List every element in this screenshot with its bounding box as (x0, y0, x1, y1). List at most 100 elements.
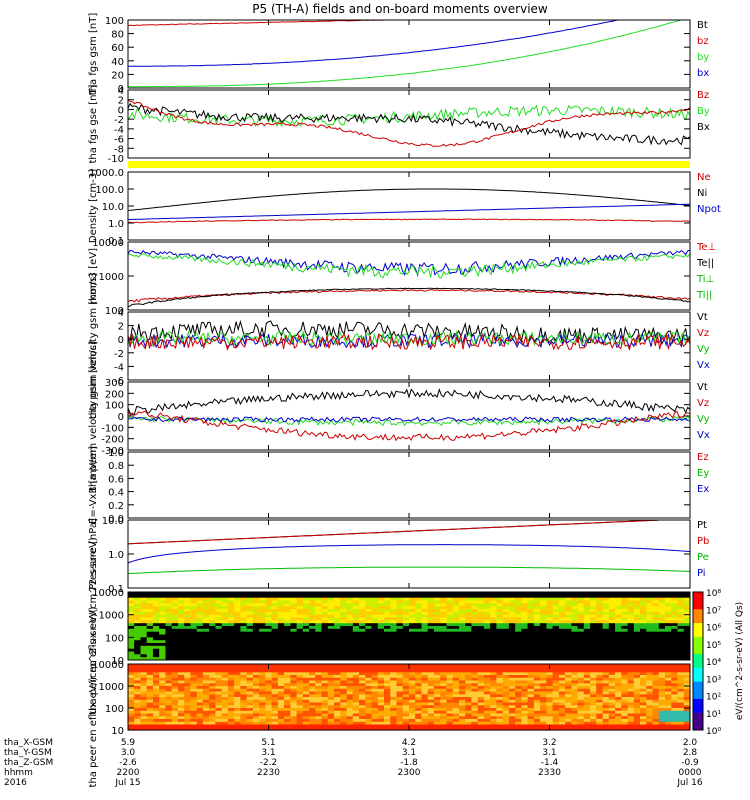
spectrogram-cell (159, 724, 166, 728)
spectrogram-cell (508, 592, 516, 596)
spectrogram-cell (565, 631, 572, 635)
spectrogram-cell (515, 617, 522, 621)
spectrogram-cell (452, 634, 460, 638)
spectrogram-cell (153, 597, 160, 601)
spectrogram-cell (658, 721, 666, 726)
spectrogram-cell (440, 691, 447, 695)
spectrogram-cell (490, 645, 497, 650)
spectrogram-cell (602, 691, 610, 695)
spectrogram-cell (321, 654, 329, 658)
y-tick-label: -100 (101, 423, 124, 434)
spectrogram-cell (652, 699, 660, 704)
spectrogram-cell (352, 721, 360, 726)
spectrogram-cell (615, 683, 622, 687)
spectrogram-cell (334, 683, 341, 687)
spectrogram-cell (671, 648, 678, 652)
spectrogram-cell (415, 669, 422, 673)
spectrogram-cell (128, 620, 135, 624)
spectrogram-cell (508, 600, 516, 604)
spectrogram-cell (583, 699, 591, 704)
spectrogram-cell (352, 688, 360, 693)
spectrogram-cell (334, 691, 341, 695)
spectrogram-cell (677, 688, 685, 693)
spectrogram-cell (421, 654, 429, 658)
spectrogram-cell (190, 609, 198, 613)
spectrogram-cell (146, 620, 154, 624)
spectrogram-cell (558, 691, 566, 695)
spectrogram-cell (421, 688, 429, 693)
spectrogram-cell (477, 697, 485, 701)
spectrogram-cell (184, 597, 191, 601)
spectrogram-cell (302, 688, 310, 693)
spectrogram-cell (434, 594, 441, 599)
spectrogram-cell (265, 606, 273, 610)
spectrogram-cell (502, 626, 510, 630)
spectrogram-cell (153, 710, 160, 715)
spectrogram-cell (646, 716, 653, 720)
spectrogram-cell (646, 683, 653, 687)
spectrogram-cell (608, 705, 616, 709)
spectrogram-cell (334, 592, 341, 596)
spectrogram-cell (665, 702, 672, 706)
spectrogram-cell (377, 680, 385, 684)
spectrogram-cell (334, 702, 341, 706)
spectrogram-cell (533, 654, 541, 658)
spectrogram-cell (259, 713, 266, 717)
spectrogram-cell (171, 648, 179, 652)
spectrogram-cell (146, 713, 154, 717)
spectrogram-cell (234, 634, 241, 638)
colorbar-cell (693, 667, 703, 672)
spectrogram-cell (421, 620, 429, 624)
spectrogram-cell (602, 669, 610, 673)
spectrogram-cell (483, 634, 491, 638)
spectrogram-cell (165, 683, 173, 687)
spectrogram-cell (359, 645, 366, 650)
spectrogram-cell (633, 672, 641, 676)
spectrogram-cell (596, 611, 603, 616)
spectrogram-cell (540, 626, 547, 630)
spectrogram-cell (321, 614, 329, 618)
spectrogram-cell (652, 600, 660, 604)
spectrogram-cell (477, 651, 485, 655)
spectrogram-cell (346, 713, 354, 717)
spectrogram-cell (346, 721, 354, 726)
spectrogram-cell (496, 623, 504, 627)
spectrogram-cell (365, 672, 372, 676)
spectrogram-cell (396, 677, 404, 682)
spectrogram-cell (434, 688, 441, 693)
spectrogram-cell (409, 705, 416, 709)
spectrogram-cell (371, 606, 379, 610)
spectrogram-cell (459, 631, 466, 635)
spectrogram-cell (365, 694, 372, 698)
spectrogram-cell (327, 691, 335, 695)
spectrogram-cell (665, 724, 672, 728)
spectrogram-cell (583, 634, 591, 638)
spectrogram-cell (683, 666, 691, 671)
spectrogram-cell (552, 694, 560, 698)
spectrogram-cell (309, 669, 316, 673)
spectrogram-cell (196, 594, 204, 599)
spectrogram-cell (134, 603, 141, 607)
spectrogram-cell (209, 694, 216, 698)
spectrogram-cell (558, 708, 566, 712)
spectrogram-cell (459, 645, 466, 650)
spectrogram-cell (490, 677, 497, 682)
spectrogram-cell (159, 672, 166, 676)
spectrogram-cell (346, 614, 354, 618)
spectrogram-cell (146, 606, 154, 610)
spectrogram-cell (633, 611, 641, 616)
spectrogram-cell (665, 628, 672, 633)
spectrogram-cell (583, 672, 591, 676)
spectrogram-cell (533, 694, 541, 698)
spectrogram-cell (633, 631, 641, 635)
spectrogram-cell (434, 654, 441, 658)
spectrogram-cell (259, 626, 266, 630)
spectrogram-cell (434, 614, 441, 618)
spectrogram-cell (459, 677, 466, 682)
spectrogram-cell (640, 664, 647, 668)
spectrogram-cell (165, 686, 173, 690)
spectrogram-cell (596, 675, 603, 679)
spectrogram-cell (590, 694, 597, 698)
spectrogram-cell (277, 611, 285, 616)
